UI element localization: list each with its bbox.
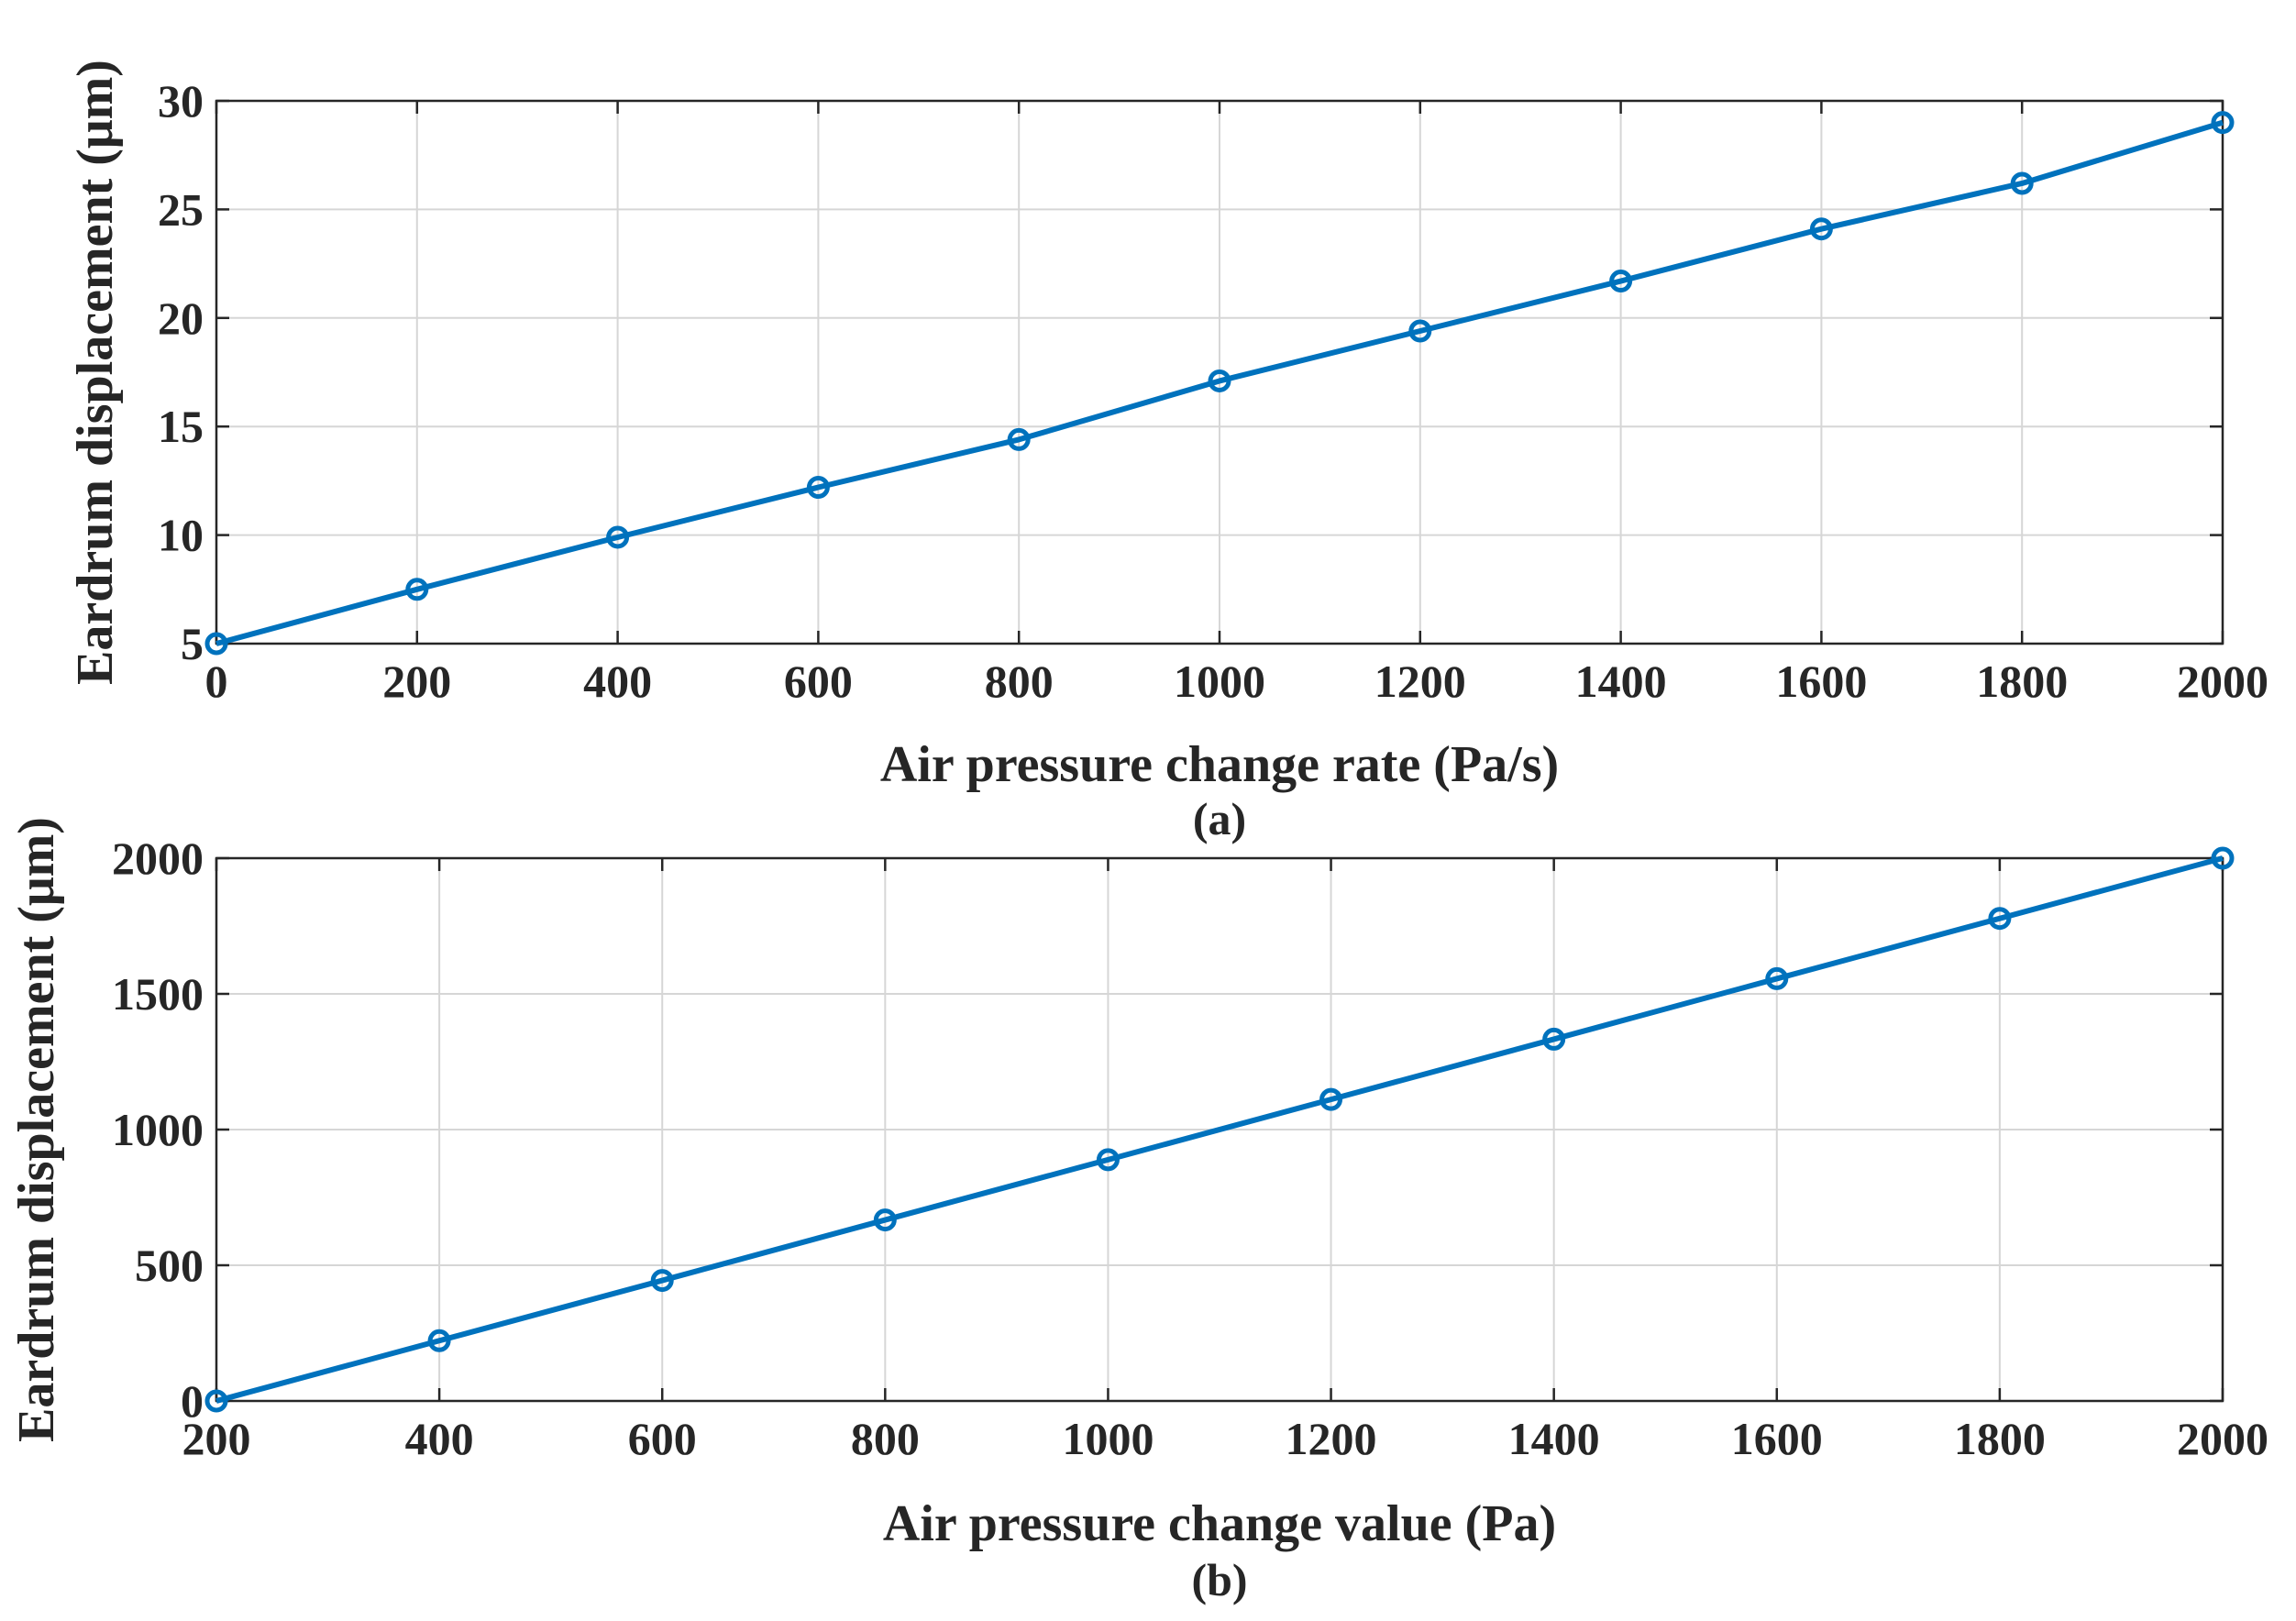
data-point-marker — [1208, 369, 1231, 392]
x-tick-label: 1400 — [1575, 656, 1667, 707]
data-point-marker — [1609, 270, 1633, 293]
data-point-marker — [1408, 319, 1432, 343]
data-point-marker — [806, 476, 830, 500]
x-tick-label: 1600 — [1731, 1413, 1823, 1464]
y-tick-label: 1500 — [112, 968, 204, 1020]
data-point-marker — [606, 525, 630, 549]
y-tick-label: 20 — [158, 292, 204, 344]
x-tick-label: 1000 — [1174, 656, 1265, 707]
chart-panel-b: 200 400 600 800 1000 1200 1400 1600 1800 2000 0 500… — [8, 817, 2268, 1605]
x-axis-label: Air pressure change rate (Pa/s) — [880, 736, 1559, 793]
x-tick-label: 200 — [182, 1413, 251, 1464]
x-axis-label: Air pressure change value (Pa) — [883, 1495, 1556, 1552]
x-tick-label: 1000 — [1062, 1413, 1154, 1464]
y-tick-label: 1000 — [112, 1104, 204, 1155]
chart-panel-a: 0 200 400 600 800 1000 1200 1400 1600 1800 2000 5 10… — [67, 60, 2268, 844]
y-axis-label: Eardrum displacement (μm) — [67, 60, 124, 685]
x-tick-label: 1400 — [1508, 1413, 1600, 1464]
data-point-marker — [427, 1329, 451, 1352]
data-point-marker — [204, 1389, 228, 1413]
y-axis-label: Eardrum displacement (μm) — [8, 817, 65, 1442]
x-tick-label: 1800 — [1954, 1413, 2046, 1464]
data-point-marker — [1007, 427, 1031, 451]
y-tick-label: 30 — [158, 75, 204, 127]
data-point-marker — [1096, 1148, 1120, 1172]
data-point-marker — [1765, 966, 1789, 990]
data-point-marker — [405, 578, 429, 601]
x-tick-label: 400 — [583, 656, 652, 707]
y-tick-label: 25 — [158, 183, 204, 235]
x-tick-label: 1200 — [1286, 1413, 1377, 1464]
data-point-marker — [1319, 1087, 1343, 1111]
data-point-marker — [2211, 111, 2235, 135]
y-tick-label: 2000 — [112, 833, 204, 884]
data-point-marker — [2211, 846, 2235, 870]
data-point-marker — [1988, 907, 2012, 931]
data-point-marker — [1542, 1027, 1566, 1051]
y-tick-label: 10 — [158, 510, 204, 561]
y-tick-label: 5 — [181, 618, 204, 669]
data-point-marker — [873, 1208, 897, 1232]
data-point-marker — [2010, 171, 2034, 195]
data-point-marker — [650, 1269, 674, 1293]
y-tick-label: 15 — [158, 401, 204, 452]
x-tick-label: 0 — [205, 656, 228, 707]
x-tick-label: 1200 — [1374, 656, 1466, 707]
x-tick-label: 800 — [985, 656, 1054, 707]
panel-label: (a) — [1193, 793, 1246, 844]
series-line — [215, 855, 2224, 1404]
data-point-marker — [1809, 217, 1833, 241]
x-tick-label: 600 — [784, 656, 853, 707]
x-tick-label: 2000 — [2177, 656, 2268, 707]
panel-label: (b) — [1191, 1554, 1247, 1605]
x-tick-label: 400 — [405, 1413, 474, 1464]
x-tick-label: 2000 — [2177, 1413, 2268, 1464]
x-tick-label: 600 — [628, 1413, 697, 1464]
data-point-marker — [204, 632, 228, 656]
x-tick-label: 1800 — [1976, 656, 2068, 707]
x-tick-label: 1600 — [1775, 656, 1867, 707]
series-line — [215, 119, 2224, 646]
x-tick-label: 200 — [382, 656, 451, 707]
y-tick-label: 500 — [135, 1240, 204, 1291]
x-tick-label: 800 — [851, 1413, 920, 1464]
y-tick-label: 0 — [181, 1375, 204, 1427]
